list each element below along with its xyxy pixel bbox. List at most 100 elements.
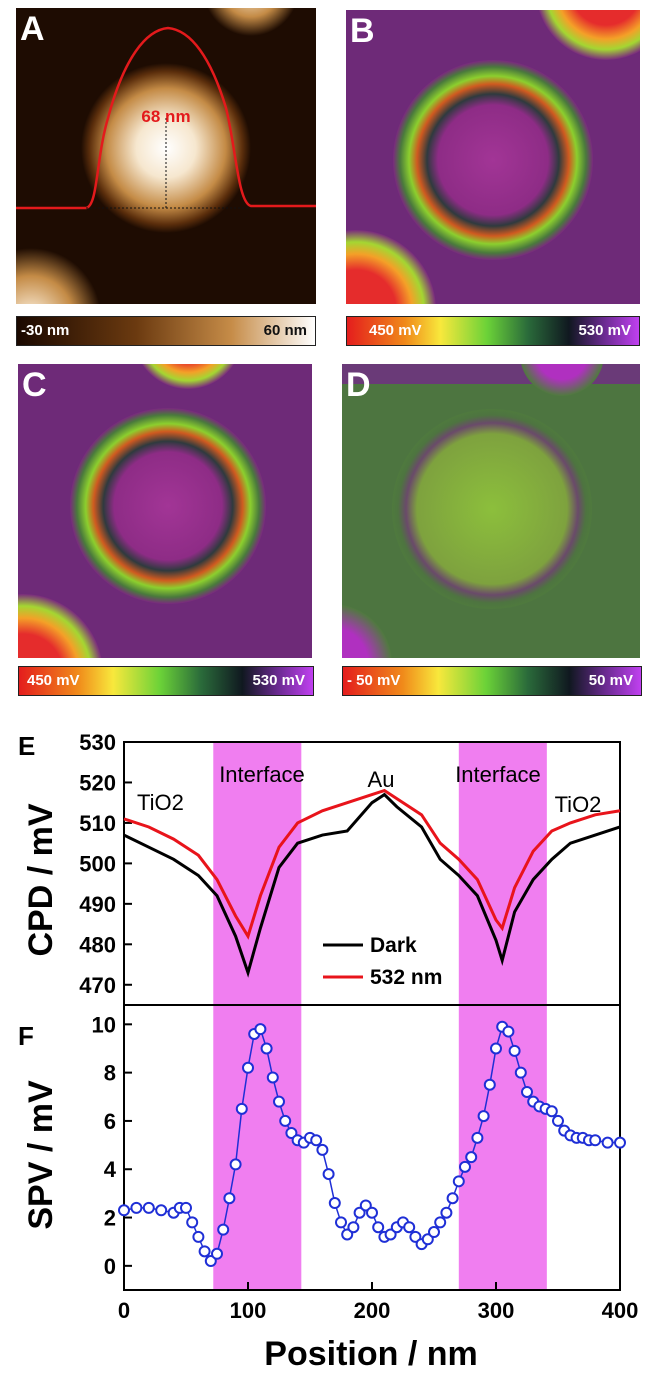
spv-point bbox=[192, 1230, 205, 1243]
colorbar-c: 450 mV 530 mV bbox=[18, 666, 314, 696]
spv-point bbox=[409, 1230, 422, 1243]
spv-point bbox=[459, 1160, 471, 1173]
x-axis-label: Position / nm bbox=[264, 1335, 477, 1373]
panel-letter-c: C bbox=[22, 366, 47, 404]
panel-letter-e: E bbox=[18, 731, 35, 761]
x-tick-label: 0 bbox=[118, 1298, 130, 1323]
spv-point bbox=[335, 1216, 347, 1229]
spv-point bbox=[180, 1201, 192, 1214]
spv-point bbox=[440, 1206, 453, 1219]
spv-point bbox=[508, 1044, 521, 1057]
spv-point bbox=[490, 1042, 502, 1055]
y-tick-label: 0 bbox=[104, 1254, 116, 1279]
panel-b-cpd-dark-image: B bbox=[346, 10, 640, 304]
spv-point bbox=[521, 1085, 533, 1098]
legend-label-dark: Dark bbox=[370, 934, 417, 957]
legend-label-532nm: 532 nm bbox=[370, 966, 442, 989]
y-tick-label: 520 bbox=[79, 770, 116, 795]
spv-point bbox=[254, 1023, 267, 1036]
spv-point bbox=[223, 1192, 236, 1205]
spv-map bbox=[342, 364, 640, 658]
spv-point bbox=[211, 1247, 223, 1260]
cpd-series-dark bbox=[123, 792, 621, 978]
spv-point bbox=[589, 1134, 602, 1147]
panel-letter-f: F bbox=[18, 1021, 34, 1051]
spv-point bbox=[229, 1158, 242, 1171]
spv-point bbox=[452, 1175, 465, 1188]
colorbar-c-max: 530 mV bbox=[252, 672, 305, 689]
colorbar-a-max: 60 nm bbox=[263, 322, 307, 339]
annotation-tio2: TiO2 bbox=[137, 790, 184, 815]
colorbar-b-max: 530 mV bbox=[578, 322, 631, 339]
spv-point bbox=[204, 1255, 217, 1268]
cpd-map-dark bbox=[346, 10, 640, 304]
x-tick-label: 200 bbox=[354, 1298, 391, 1323]
y-tick-label: 530 bbox=[79, 730, 116, 755]
y-tick-label: 500 bbox=[79, 851, 116, 876]
spv-point bbox=[186, 1216, 199, 1229]
y-tick-label: 510 bbox=[79, 811, 116, 836]
spv-point bbox=[217, 1223, 230, 1236]
spv-axis-label: SPV / mV bbox=[22, 1080, 60, 1230]
y-tick-label: 2 bbox=[104, 1206, 116, 1231]
spv-point bbox=[235, 1102, 248, 1115]
panel-letter-a: A bbox=[20, 10, 45, 48]
topography-map: 68 nm bbox=[16, 8, 316, 304]
height-profile-line bbox=[16, 26, 316, 210]
y-tick-label: 6 bbox=[104, 1109, 116, 1134]
spv-point bbox=[421, 1233, 434, 1246]
interface-band-1 bbox=[213, 1005, 302, 1290]
y-tick-label: 10 bbox=[92, 1012, 116, 1037]
spv-point bbox=[242, 1061, 254, 1074]
spv-point bbox=[366, 1206, 378, 1219]
colorbar-b-min: 450 mV bbox=[369, 322, 422, 339]
spv-point bbox=[273, 1095, 285, 1108]
colorbar-c-min: 450 mV bbox=[27, 672, 80, 689]
spv-point bbox=[266, 1071, 279, 1084]
spv-point bbox=[514, 1066, 527, 1079]
spv-point bbox=[545, 1105, 558, 1118]
panel-letter-b: B bbox=[350, 12, 375, 50]
annotation-interface: Interface bbox=[455, 762, 541, 787]
colorbar-d-max: 50 mV bbox=[588, 672, 633, 689]
spv-point bbox=[403, 1221, 416, 1234]
y-tick-label: 480 bbox=[79, 932, 116, 957]
spv-point bbox=[601, 1136, 614, 1149]
panel-e-cpd-chart: 470 480 490 500 510 520 530 TiO2 Interface Au Inte… bbox=[79, 730, 621, 1006]
y-tick-label: 8 bbox=[104, 1061, 116, 1086]
spv-point bbox=[155, 1204, 168, 1217]
spv-point bbox=[477, 1110, 490, 1123]
cpd-axis-label: CPD / mV bbox=[22, 803, 60, 956]
annotation-interface: Interface bbox=[219, 762, 305, 787]
spv-point bbox=[328, 1197, 341, 1210]
spv-point bbox=[316, 1143, 329, 1156]
x-tick-label: 300 bbox=[478, 1298, 515, 1323]
panel-d-spv-image: D bbox=[342, 364, 640, 658]
spv-point bbox=[483, 1078, 496, 1091]
spv-point bbox=[434, 1216, 447, 1229]
height-annotation: 68 nm bbox=[141, 107, 190, 126]
spv-point bbox=[446, 1192, 459, 1205]
colorbar-topography: -30 nm 60 nm bbox=[16, 316, 316, 346]
spv-point bbox=[341, 1228, 354, 1241]
annotation-au: Au bbox=[368, 767, 395, 792]
annotation-tio2: TiO2 bbox=[555, 792, 602, 817]
colorbar-d-min: - 50 mV bbox=[347, 672, 401, 689]
spv-point bbox=[347, 1221, 360, 1234]
spv-point bbox=[353, 1206, 366, 1219]
x-tick-label: 100 bbox=[230, 1298, 267, 1323]
panel-letter-d: D bbox=[346, 366, 371, 404]
spv-point bbox=[310, 1134, 323, 1147]
cpd-series-532nm bbox=[123, 788, 621, 940]
colorbar-b: 450 mV 530 mV bbox=[346, 316, 640, 346]
spv-point bbox=[471, 1131, 484, 1144]
colorbar-a-min: -30 nm bbox=[21, 322, 70, 339]
spv-point bbox=[198, 1245, 211, 1258]
panel-a-topography-image: 68 nm A bbox=[16, 8, 316, 304]
spv-point bbox=[279, 1114, 292, 1127]
spv-point bbox=[142, 1201, 155, 1214]
interface-band-2 bbox=[458, 1005, 547, 1290]
y-tick-label: 4 bbox=[104, 1157, 117, 1182]
